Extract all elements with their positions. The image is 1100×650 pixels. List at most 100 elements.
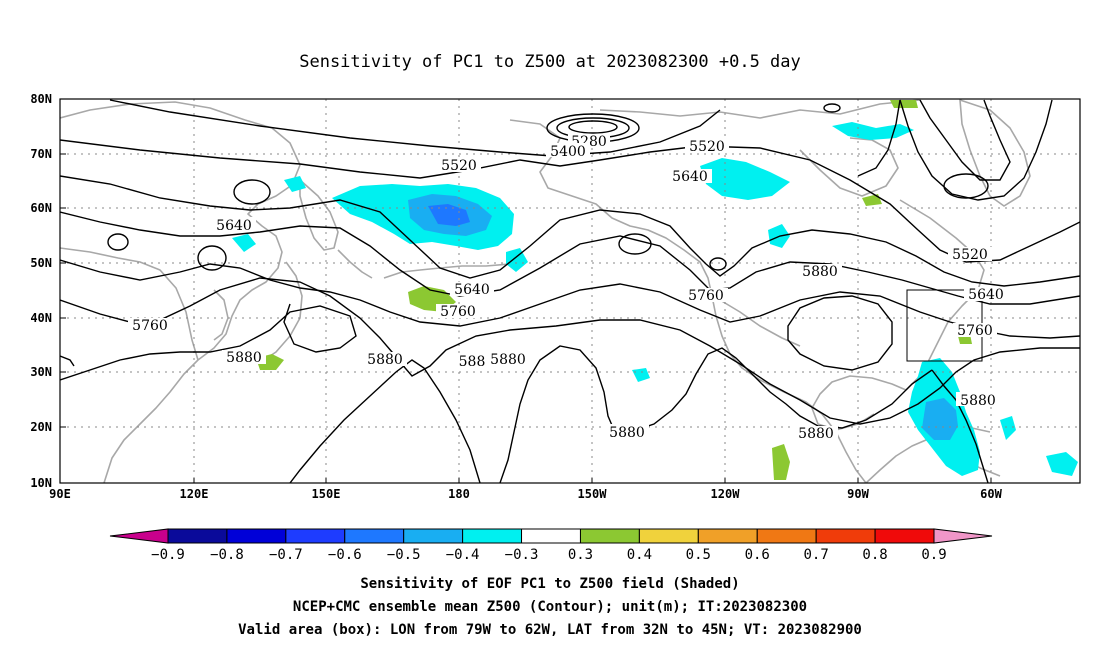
coastline-hudson-bay bbox=[799, 137, 899, 197]
lon-tick-label: 90E bbox=[49, 487, 71, 501]
contour-label: 5400 bbox=[550, 144, 586, 160]
lat-tick-label: 30N bbox=[30, 365, 52, 379]
chart-title: Sensitivity of PC1 to Z500 at 2023082300… bbox=[299, 52, 801, 72]
colorbar-segment bbox=[226, 528, 287, 544]
footer-line-2: NCEP+CMC ensemble mean Z500 (Contour); u… bbox=[293, 599, 807, 615]
colorbar-segment bbox=[697, 528, 758, 544]
colorbar-segment bbox=[462, 528, 523, 544]
colorbar-segment bbox=[285, 528, 346, 544]
colorbar-label: 0.6 bbox=[745, 547, 770, 563]
contour-5400-east bbox=[919, 99, 1011, 181]
contour-label: 5880 bbox=[802, 264, 838, 280]
colorbar-extend-low bbox=[109, 528, 169, 544]
coastline-greenland bbox=[959, 99, 1031, 207]
contour-label: 5520 bbox=[441, 158, 477, 174]
lon-tick-label: 90W bbox=[847, 487, 869, 501]
lon-tick-label: 60W bbox=[980, 487, 1002, 501]
colorbar: −0.9 −0.8 −0.7 −0.6 −0.5 −0.4 −0.3 0.3 0.4 0.5 0.6… bbox=[109, 528, 993, 563]
shade-negative-gulf-core bbox=[922, 398, 958, 440]
footer-line-1: Sensitivity of EOF PC1 to Z500 field (Sh… bbox=[360, 576, 739, 592]
shade-negative-small-5 bbox=[1046, 452, 1078, 476]
shade-negative-bering-inner bbox=[428, 204, 470, 226]
colorbar-label: 0.9 bbox=[921, 547, 946, 563]
coastlines bbox=[60, 99, 1031, 483]
colorbar-segment bbox=[521, 528, 581, 544]
tick-marks bbox=[59, 98, 992, 484]
contour-5400 bbox=[109, 99, 721, 157]
contour-5880 bbox=[60, 303, 357, 381]
lat-tick-label: 10N bbox=[30, 476, 52, 490]
contour-5880-atlantic bbox=[931, 369, 989, 483]
contour-small-low-8 bbox=[60, 355, 75, 367]
contour-label: 5520 bbox=[689, 139, 725, 155]
colorbar-label: 0.4 bbox=[627, 547, 652, 563]
colorbar-label: −0.4 bbox=[446, 547, 480, 563]
lon-tick-label: 150E bbox=[312, 487, 341, 501]
contour-label: 5880 bbox=[960, 393, 996, 409]
contour-5760 bbox=[60, 277, 1080, 425]
contour-label: 5520 bbox=[952, 247, 988, 263]
contour-small-low-6 bbox=[823, 103, 841, 113]
contour-label: 5880 bbox=[367, 352, 403, 368]
contour-5520-east bbox=[899, 99, 1053, 201]
contour-label: 5640 bbox=[968, 287, 1004, 303]
shade-negative-arctic bbox=[832, 122, 914, 140]
colorbar-segment bbox=[344, 528, 405, 544]
shade-positive-5 bbox=[890, 100, 918, 108]
contour-label: 5760 bbox=[132, 318, 168, 334]
contour-label: 5760 bbox=[440, 304, 476, 320]
shade-negative-small-3 bbox=[506, 248, 528, 272]
lon-tick-label: 150W bbox=[578, 487, 608, 501]
shade-negative-canada bbox=[700, 158, 790, 200]
contour-5220 bbox=[568, 120, 618, 134]
shade-positive-3 bbox=[772, 444, 790, 480]
colorbar-label: −0.8 bbox=[210, 547, 244, 563]
contour-5880-high bbox=[787, 295, 893, 371]
colorbar-label: −0.9 bbox=[151, 547, 185, 563]
contour-5880-pacific bbox=[289, 359, 481, 483]
contour-small-low-3 bbox=[197, 245, 227, 271]
lon-axis: 90E 120E 150E 180 150W 120W 90W 60W bbox=[49, 487, 1002, 501]
contour-label: 5880 bbox=[490, 352, 526, 368]
contour-label: 5640 bbox=[216, 218, 252, 234]
sensitivity-shading bbox=[232, 100, 1078, 480]
shade-negative-small-7 bbox=[284, 176, 306, 192]
coastline-east-asia bbox=[60, 101, 301, 483]
colorbar-segment bbox=[815, 528, 876, 544]
contour-small-low-5 bbox=[709, 257, 727, 271]
lat-tick-label: 70N bbox=[30, 147, 52, 161]
contour-label: 5640 bbox=[672, 169, 708, 185]
lat-tick-label: 20N bbox=[30, 420, 52, 434]
lat-tick-label: 60N bbox=[30, 201, 52, 215]
shade-negative-small-6 bbox=[1000, 416, 1016, 440]
colorbar-segment bbox=[874, 528, 935, 544]
contour-5640 bbox=[60, 211, 1080, 305]
colorbar-segment bbox=[638, 528, 699, 544]
contour-5580 bbox=[60, 175, 1080, 287]
colorbar-label: −0.5 bbox=[387, 547, 421, 563]
colorbar-label: −0.3 bbox=[505, 547, 539, 563]
contour-small-low-7 bbox=[943, 173, 989, 199]
contour-small-low-4 bbox=[618, 233, 652, 255]
contour-label-layer: 5280 5400 5520 5520 5640 5640 5640 5640 … bbox=[132, 134, 1004, 442]
contour-5880-central bbox=[499, 345, 933, 483]
colorbar-label: −0.6 bbox=[328, 547, 362, 563]
lat-tick-label: 50N bbox=[30, 256, 52, 270]
contour-small-low-1 bbox=[233, 179, 271, 205]
colorbar-label: 0.7 bbox=[804, 547, 829, 563]
contour-label: 5760 bbox=[688, 288, 724, 304]
contour-label: 588 bbox=[459, 354, 486, 370]
colorbar-extend-high bbox=[933, 528, 993, 544]
coastline-canada-arctic bbox=[599, 99, 921, 119]
colorbar-label: 0.3 bbox=[568, 547, 593, 563]
contour-small-low-2 bbox=[107, 233, 129, 251]
contour-5700 bbox=[60, 259, 1080, 339]
lat-axis: 80N 70N 60N 50N 40N 30N 20N 10N bbox=[30, 92, 52, 490]
coastline-kamchatka bbox=[299, 179, 339, 251]
lon-tick-label: 180 bbox=[448, 487, 470, 501]
lon-tick-label: 120W bbox=[711, 487, 741, 501]
shade-negative-small-2 bbox=[232, 234, 256, 252]
colorbar-segment bbox=[756, 528, 817, 544]
contour-label: 5760 bbox=[957, 323, 993, 339]
colorbar-label: −0.7 bbox=[269, 547, 303, 563]
